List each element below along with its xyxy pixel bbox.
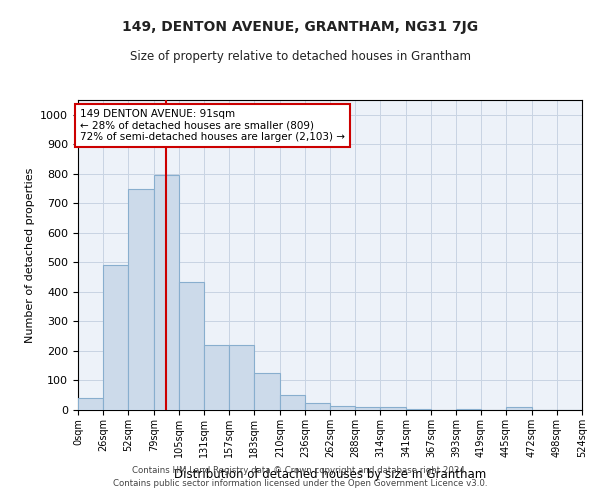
Text: 149 DENTON AVENUE: 91sqm
← 28% of detached houses are smaller (809)
72% of semi-: 149 DENTON AVENUE: 91sqm ← 28% of detach… <box>80 109 345 142</box>
Bar <box>254 373 280 410</box>
Bar <box>128 188 154 410</box>
X-axis label: Distribution of detached houses by size in Grantham: Distribution of detached houses by size … <box>174 468 486 481</box>
Text: 149, DENTON AVENUE, GRANTHAM, NG31 7JG: 149, DENTON AVENUE, GRANTHAM, NG31 7JG <box>122 20 478 34</box>
Bar <box>229 345 254 410</box>
Bar <box>103 266 128 410</box>
Bar <box>179 282 204 410</box>
Y-axis label: Number of detached properties: Number of detached properties <box>25 168 35 342</box>
Bar <box>330 406 355 410</box>
Bar <box>456 408 481 410</box>
Bar <box>154 176 179 410</box>
Bar <box>355 407 380 410</box>
Bar <box>406 408 431 410</box>
Bar <box>305 402 330 410</box>
Bar <box>78 398 103 410</box>
Bar <box>506 407 532 410</box>
Bar <box>380 407 406 410</box>
Bar <box>204 345 229 410</box>
Text: Size of property relative to detached houses in Grantham: Size of property relative to detached ho… <box>130 50 470 63</box>
Bar <box>280 395 305 410</box>
Text: Contains HM Land Registry data © Crown copyright and database right 2024.
Contai: Contains HM Land Registry data © Crown c… <box>113 466 487 487</box>
